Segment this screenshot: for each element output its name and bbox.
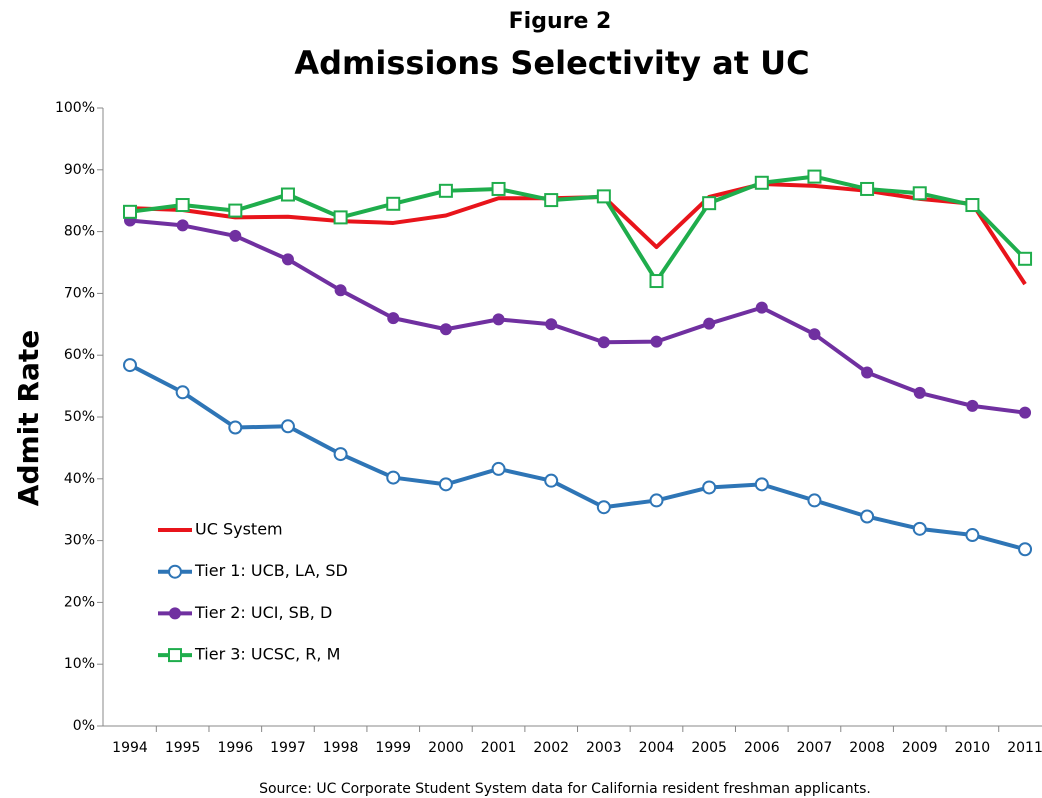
- series-line: [129, 174, 1027, 284]
- series-line: [129, 363, 1026, 552]
- y-tick-label: 0%: [73, 718, 95, 734]
- x-tick-label: 2005: [691, 740, 727, 756]
- data-point: [438, 477, 453, 492]
- y-tick-label: 90%: [64, 162, 95, 178]
- y-tick-label: 60%: [64, 347, 95, 363]
- data-point: [754, 477, 769, 492]
- data-point: [649, 493, 664, 508]
- data-point: [965, 198, 980, 213]
- data-point: [280, 419, 295, 434]
- x-tick-label: 2008: [849, 740, 885, 756]
- x-tick-label: 2001: [481, 740, 517, 756]
- y-axis-label: Admit Rate: [12, 330, 45, 506]
- y-tick-label: 70%: [64, 285, 95, 301]
- legend-marker: [169, 607, 181, 620]
- data-point: [860, 181, 875, 196]
- x-tick-label: 1997: [270, 740, 306, 756]
- data-point: [597, 336, 610, 349]
- data-point: [280, 187, 295, 202]
- data-point: [386, 470, 401, 485]
- y-tick-label: 80%: [64, 224, 95, 240]
- x-tick-label: 1999: [375, 740, 411, 756]
- x-tick-label: 1996: [217, 740, 253, 756]
- x-tick-label: 2000: [428, 740, 464, 756]
- data-point: [650, 335, 663, 348]
- data-point: [176, 219, 189, 232]
- data-point: [755, 301, 768, 314]
- x-tick-label: 2009: [902, 740, 938, 756]
- chart-title: Admissions Selectivity at UC: [294, 44, 809, 82]
- x-tick-label: 1998: [323, 740, 359, 756]
- legend-label: Tier 3: UCSC, R, M: [194, 645, 340, 664]
- legend-label: UC System: [195, 520, 283, 539]
- data-point: [596, 500, 611, 515]
- y-tick-label: 10%: [64, 656, 95, 672]
- data-point: [912, 521, 927, 536]
- data-point: [438, 183, 453, 198]
- data-point: [175, 198, 190, 213]
- data-point: [1018, 542, 1033, 557]
- data-point: [333, 447, 348, 462]
- source-note: Source: UC Corporate Student System data…: [259, 781, 871, 797]
- legend-marker: [168, 648, 182, 663]
- data-point: [281, 253, 294, 266]
- series-line: [129, 218, 1026, 415]
- data-point: [544, 193, 559, 208]
- y-tick-label: 50%: [64, 409, 95, 425]
- x-tick-label: 2003: [586, 740, 622, 756]
- x-tick-label: 2011: [1007, 740, 1042, 756]
- data-point: [912, 186, 927, 201]
- data-point: [228, 420, 243, 435]
- data-point: [860, 509, 875, 524]
- data-point: [386, 196, 401, 211]
- data-point: [649, 274, 664, 289]
- x-tick-label: 2004: [639, 740, 675, 756]
- data-point: [702, 196, 717, 211]
- legend-label: Tier 1: UCB, LA, SD: [194, 561, 348, 580]
- y-tick-label: 40%: [64, 471, 95, 487]
- data-point: [334, 284, 347, 297]
- data-point: [965, 528, 980, 543]
- data-point: [966, 399, 979, 412]
- chart-subtitle: Figure 2: [509, 9, 612, 34]
- data-point: [229, 229, 242, 242]
- data-point: [1018, 251, 1033, 266]
- data-point: [808, 328, 821, 341]
- data-point: [123, 358, 137, 373]
- data-point: [123, 204, 137, 219]
- data-point: [702, 480, 717, 495]
- x-tick-label: 2002: [533, 740, 569, 756]
- legend-label: Tier 2: UCI, SB, D: [194, 603, 332, 622]
- y-tick-label: 30%: [64, 533, 95, 549]
- y-tick-label: 100%: [55, 100, 95, 116]
- data-point: [861, 366, 874, 379]
- data-point: [491, 181, 506, 196]
- data-point: [387, 312, 400, 325]
- x-tick-label: 2007: [797, 740, 833, 756]
- legend-marker: [168, 564, 182, 579]
- y-tick-label: 20%: [64, 594, 95, 610]
- data-point: [439, 323, 452, 336]
- data-point: [1019, 406, 1032, 419]
- data-point: [545, 318, 558, 331]
- data-point: [175, 385, 190, 400]
- x-tick-label: 1995: [165, 740, 201, 756]
- data-point: [807, 169, 822, 184]
- data-point: [333, 210, 348, 225]
- data-point: [596, 189, 611, 204]
- data-point: [807, 493, 822, 508]
- x-tick-label: 2010: [955, 740, 991, 756]
- data-point: [913, 386, 926, 399]
- x-tick-label: 1994: [112, 740, 148, 756]
- data-point: [491, 461, 506, 476]
- data-point: [228, 203, 243, 218]
- data-point: [703, 317, 716, 330]
- x-tick-label: 2006: [744, 740, 780, 756]
- data-point: [754, 175, 769, 190]
- data-point: [492, 313, 505, 326]
- data-point: [544, 473, 559, 488]
